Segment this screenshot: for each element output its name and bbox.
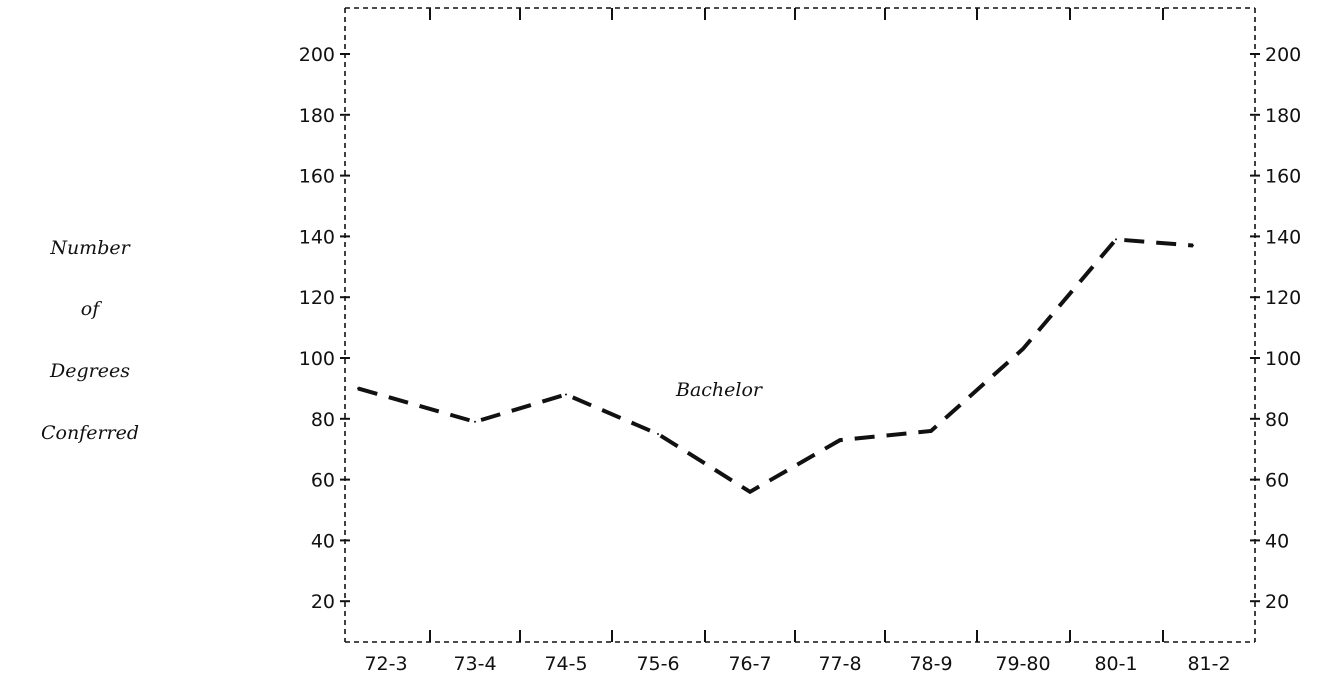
data-point-79-80 (1022, 347, 1024, 350)
y-tick-label-left: 140 (299, 226, 335, 248)
y-axis-label-line-2: Degrees (49, 360, 130, 382)
x-tick-label-76-7: 76-7 (728, 653, 771, 675)
series-line-bachelor (357, 237, 1194, 495)
y-tick-label-left: 180 (299, 105, 335, 127)
y-axis-label: Number of Degrees Conferred (41, 237, 139, 444)
x-tick-label-73-4: 73-4 (453, 653, 496, 675)
y-tick-label-left: 200 (299, 44, 335, 66)
data-point-76-7 (749, 490, 751, 493)
series-layer (357, 237, 1194, 495)
data-point-73-4 (474, 420, 476, 423)
series-annotation-bachelor: Bachelor (675, 379, 764, 401)
y-tick-label-left: 20 (311, 591, 335, 613)
data-point-80-1 (1115, 238, 1117, 241)
y-tick-label-left: 160 (299, 166, 335, 188)
y-tick-label-right: 60 (1265, 470, 1289, 492)
y-axis-left: 20 40 60 80 100 120 140 160 180 200 (299, 44, 350, 613)
y-tick-label-right: 40 (1265, 530, 1289, 552)
y-tick-label-left: 40 (311, 530, 335, 552)
y-tick-label-left: 120 (299, 287, 335, 309)
x-tick-label-78-9: 78-9 (909, 653, 952, 675)
y-tick-label-right: 160 (1265, 166, 1301, 188)
y-tick-label-left: 60 (311, 470, 335, 492)
x-tick-label-75-6: 75-6 (636, 653, 679, 675)
y-tick-label-right: 100 (1265, 348, 1301, 370)
x-axis-bottom: 72-3 73-4 74-5 75-6 76-7 77-8 78-9 79-80 80-1 81-… (364, 630, 1231, 675)
y-axis-label-line-0: Number (49, 237, 131, 259)
x-tick-label-72-3: 72-3 (364, 653, 407, 675)
data-point-74-5 (565, 393, 567, 396)
annotation-layer: Bachelor (675, 379, 764, 401)
y-tick-label-right: 180 (1265, 105, 1301, 127)
data-point-81-2 (1192, 244, 1194, 247)
x-tick-label-74-5: 74-5 (544, 653, 587, 675)
x-tick-label-80-1: 80-1 (1094, 653, 1137, 675)
y-tick-label-right: 140 (1265, 226, 1301, 248)
y-tick-label-left: 80 (311, 409, 335, 431)
x-tick-label-81-2: 81-2 (1187, 653, 1230, 675)
data-point-72-3 (357, 387, 359, 390)
y-axis-label-line-3: Conferred (41, 422, 139, 444)
data-point-75-6 (657, 433, 659, 435)
x-tick-label-79-80: 79-80 (995, 653, 1050, 675)
y-axis-label-line-1: of (81, 298, 102, 320)
x-tick-label-77-8: 77-8 (818, 653, 861, 675)
y-tick-label-right: 80 (1265, 409, 1289, 431)
plot-frame (344, 7, 1256, 643)
y-tick-label-right: 200 (1265, 44, 1301, 66)
x-axis-top (429, 8, 1164, 20)
y-tick-label-right: 120 (1265, 287, 1301, 309)
y-tick-label-left: 100 (299, 348, 335, 370)
y-axis-right: 20 40 60 80 100 120 140 160 180 200 (1250, 44, 1301, 613)
data-point-77-8 (839, 439, 841, 442)
data-point-78-9 (930, 430, 932, 432)
y-tick-label-right: 20 (1265, 591, 1289, 613)
